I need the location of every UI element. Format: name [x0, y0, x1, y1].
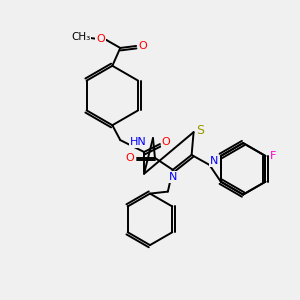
Text: N: N — [210, 156, 219, 166]
Text: HN: HN — [130, 137, 147, 147]
Text: F: F — [270, 151, 277, 161]
Text: O: O — [126, 153, 135, 163]
Text: O: O — [139, 41, 147, 51]
Text: O: O — [96, 34, 105, 44]
Text: CH₃: CH₃ — [71, 32, 90, 42]
Text: O: O — [161, 137, 170, 147]
Text: S: S — [196, 124, 205, 137]
Text: N: N — [169, 172, 177, 182]
